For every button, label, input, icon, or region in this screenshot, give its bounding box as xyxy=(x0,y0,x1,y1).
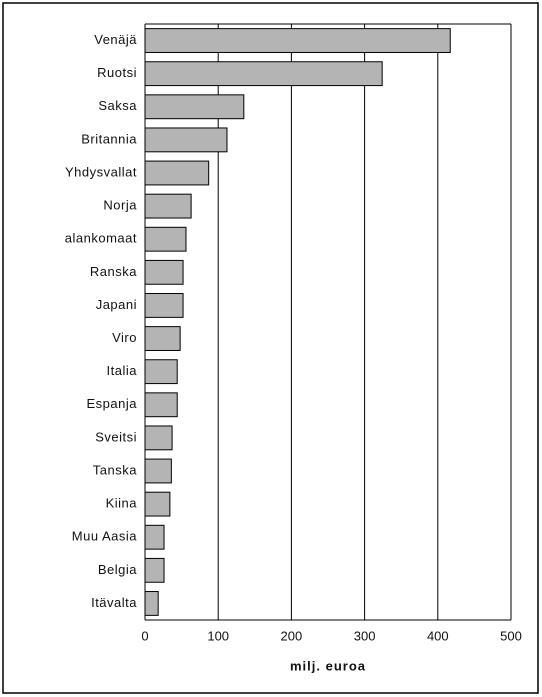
y-tick-label: Sveitsi xyxy=(95,429,137,444)
x-axis-label: milj. euroa xyxy=(290,658,366,673)
bar xyxy=(144,193,192,219)
bar xyxy=(144,28,451,53)
y-tick-label: Itävalta xyxy=(91,595,137,610)
bar xyxy=(144,425,173,451)
x-tick-label: 0 xyxy=(141,628,148,643)
bar xyxy=(144,326,181,351)
bar xyxy=(144,127,228,153)
x-tick-label: 400 xyxy=(427,628,449,643)
bar xyxy=(144,557,165,583)
x-tick-label: 500 xyxy=(500,628,522,643)
x-tick-label: 200 xyxy=(281,628,303,643)
y-tick-label: Ranska xyxy=(90,264,137,279)
bar xyxy=(144,226,187,252)
bar xyxy=(144,94,245,120)
y-tick-label: Viro xyxy=(112,330,137,345)
y-tick-label: Japani xyxy=(96,297,137,312)
bar xyxy=(144,61,383,87)
y-tick-label: Saksa xyxy=(98,98,137,113)
bar xyxy=(144,524,165,550)
y-tick-label: Belgia xyxy=(98,562,137,577)
y-tick-label: alankomaat xyxy=(65,231,137,246)
bar xyxy=(144,359,178,385)
bar xyxy=(144,160,210,186)
y-tick-label: Venäjä xyxy=(94,32,137,47)
y-tick-label: Ruotsi xyxy=(97,65,137,80)
bar xyxy=(144,591,159,616)
bar xyxy=(144,458,172,484)
x-tick-label: 100 xyxy=(207,628,229,643)
y-tick-label: Norja xyxy=(103,198,137,213)
y-tick-label: Muu Aasia xyxy=(72,529,137,544)
y-tick-label: Italia xyxy=(107,363,138,378)
y-tick-label: Tanska xyxy=(93,462,137,477)
bar xyxy=(144,259,184,285)
bar xyxy=(144,392,178,418)
y-tick-label: Espanja xyxy=(87,396,138,411)
bar xyxy=(144,491,171,517)
y-tick-label: Britannia xyxy=(81,131,137,146)
y-tick-label: Yhdysvallat xyxy=(65,164,137,179)
bar xyxy=(144,293,184,318)
y-tick-label: Kiina xyxy=(106,496,138,511)
x-tick-label: 300 xyxy=(354,628,376,643)
